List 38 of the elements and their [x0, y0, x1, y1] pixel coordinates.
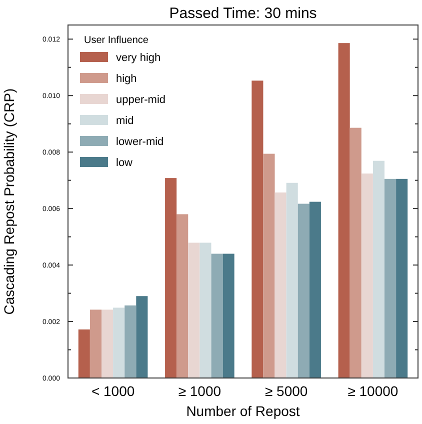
bar	[113, 308, 125, 378]
x-tick-label: < 1000	[91, 383, 135, 399]
bar	[136, 296, 148, 378]
bar	[90, 310, 102, 378]
legend-label: mid	[116, 114, 134, 127]
bar	[309, 202, 321, 378]
bar	[252, 80, 264, 378]
legend-label: very high	[116, 52, 161, 64]
bar	[350, 128, 362, 378]
bar	[222, 254, 234, 378]
bar	[78, 329, 90, 378]
bar	[372, 160, 384, 378]
y-axis-title: Cascading Repost Probability (CRP)	[1, 88, 17, 315]
bar	[188, 242, 200, 378]
bar	[298, 204, 310, 378]
bar	[361, 174, 373, 378]
legend-label: high	[116, 72, 137, 85]
bar	[102, 310, 114, 378]
x-tick-label: ≥ 1000	[178, 383, 222, 399]
bar	[396, 178, 408, 378]
bar	[200, 242, 212, 378]
x-axis-title: Number of Repost	[186, 403, 300, 419]
bar	[176, 214, 188, 378]
bar	[384, 178, 396, 378]
bar	[165, 178, 177, 378]
bar	[274, 192, 286, 378]
bar	[263, 154, 275, 378]
legend-label: lower-mid	[116, 136, 164, 148]
legend-title: User Influence	[84, 35, 149, 46]
legend-label: low	[116, 156, 133, 169]
bar	[338, 43, 350, 378]
bar	[124, 305, 136, 378]
legend-label: upper-mid	[116, 94, 166, 106]
bar	[211, 254, 223, 378]
x-tick-label: ≥ 10000	[348, 383, 398, 399]
bar	[286, 182, 298, 378]
x-tick-label: ≥ 5000	[264, 383, 308, 399]
chart-title: Passed Time: 30 mins	[169, 5, 317, 22]
